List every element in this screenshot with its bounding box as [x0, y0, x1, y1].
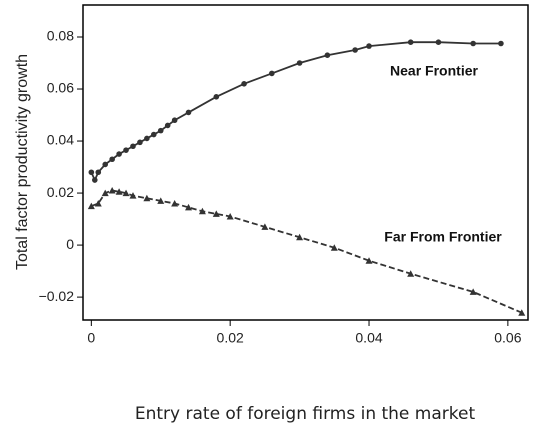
point: [212, 210, 220, 217]
x-tick-label: 0.04: [355, 330, 382, 346]
point: [296, 60, 303, 66]
point: [469, 288, 477, 295]
y-tick-label: 0: [66, 236, 74, 252]
point: [324, 52, 331, 59]
y-tick-label: 0.04: [47, 132, 74, 148]
point: [130, 143, 136, 150]
x-tick-label: 0.02: [217, 330, 244, 346]
point: [137, 139, 143, 146]
point: [226, 212, 234, 220]
point: [366, 43, 372, 49]
point: [116, 151, 122, 157]
y-tick-label: 0.08: [47, 28, 74, 44]
series-line: [91, 189, 523, 314]
point: [241, 81, 247, 87]
series-annotation: Far From Frontier: [384, 229, 502, 245]
point: [518, 309, 526, 316]
series-annotation: Near Frontier: [390, 63, 478, 79]
plot-frame: [82, 4, 529, 321]
point: [88, 169, 95, 176]
point: [261, 223, 269, 230]
point: [129, 192, 137, 199]
y-tick-label: 0.02: [47, 184, 74, 200]
point: [296, 233, 304, 241]
point: [171, 117, 178, 124]
point: [95, 169, 102, 176]
point: [269, 70, 275, 77]
point: [407, 39, 414, 45]
point: [498, 40, 504, 47]
point: [198, 207, 206, 215]
point: [144, 135, 150, 142]
point: [92, 177, 98, 183]
point: [365, 257, 373, 264]
point: [108, 186, 116, 194]
point: [352, 47, 358, 53]
point: [115, 188, 123, 195]
point: [185, 109, 192, 116]
point: [330, 244, 338, 251]
point: [185, 203, 193, 211]
point: [171, 199, 179, 207]
x-tick-label: 0.06: [494, 330, 521, 346]
point: [213, 94, 220, 100]
point: [122, 189, 130, 197]
y-tick-label: 0.06: [47, 80, 74, 96]
point: [87, 202, 95, 210]
point: [157, 197, 165, 204]
y-tick-label: −0.02: [39, 288, 75, 304]
x-tick-label: 0: [87, 330, 95, 346]
point: [164, 122, 171, 129]
x-axis-label: Entry rate of foreign firms in the marke…: [135, 404, 476, 424]
point: [123, 147, 129, 153]
point: [470, 40, 476, 47]
y-axis-label: Total factor productivity growth: [14, 54, 31, 270]
point: [151, 131, 157, 138]
point: [101, 189, 109, 197]
point: [157, 127, 164, 134]
point: [435, 39, 442, 45]
point: [109, 156, 115, 163]
point: [102, 161, 109, 168]
point: [407, 270, 415, 277]
point: [143, 194, 151, 202]
point: [94, 199, 102, 207]
